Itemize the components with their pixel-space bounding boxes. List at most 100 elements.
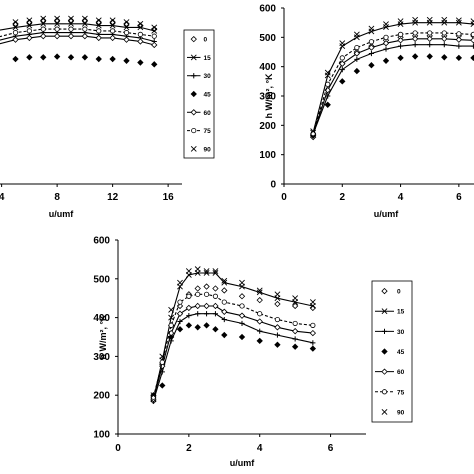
- data-point-30: [383, 46, 389, 52]
- plot-area: [309, 16, 474, 141]
- data-point-15: [81, 20, 88, 27]
- y-tick-label: 300: [259, 92, 276, 103]
- data-point-30: [221, 316, 227, 323]
- data-point-90: [26, 17, 33, 24]
- data-point-90: [397, 18, 404, 25]
- data-point-75: [186, 293, 192, 299]
- data-point-75: [368, 39, 375, 45]
- data-point-15: [40, 20, 47, 27]
- x-tick-label: 2: [186, 443, 192, 454]
- data-point-30: [368, 50, 375, 57]
- legend-entry-90: 90: [381, 409, 405, 416]
- y-tick-label: 400: [93, 313, 110, 324]
- legend-entry-0: 0: [190, 35, 208, 44]
- data-point-0: [274, 300, 281, 308]
- data-point-45: [426, 53, 433, 60]
- data-point-0: [81, 17, 89, 24]
- data-point-75: [257, 311, 263, 317]
- legend-label: 90: [397, 409, 405, 416]
- data-point-60: [411, 35, 419, 42]
- data-point-75: [168, 322, 174, 328]
- data-point-60: [221, 308, 228, 315]
- series-15: [150, 270, 316, 402]
- data-point-75: [239, 303, 245, 309]
- data-point-45: [411, 53, 419, 60]
- legend-marker: [381, 287, 388, 295]
- data-point-45: [109, 55, 116, 63]
- data-point-15: [123, 24, 130, 31]
- data-point-45: [159, 382, 166, 389]
- data-point-0: [26, 18, 33, 26]
- data-point-60: [382, 40, 390, 47]
- data-point-60: [397, 37, 404, 44]
- legend-entry-15: 15: [375, 308, 405, 316]
- y-axis-label: h W/m², °K: [264, 73, 274, 119]
- data-point-90: [109, 17, 116, 24]
- legend-label: 30: [397, 329, 405, 336]
- data-point-75: [354, 44, 360, 51]
- legend-entry-75: 75: [187, 127, 211, 135]
- data-point-30: [412, 42, 418, 48]
- data-point-45: [212, 326, 219, 333]
- data-point-75: [40, 26, 46, 32]
- data-point-60: [339, 60, 346, 67]
- data-point-0: [203, 283, 210, 290]
- series-90: [150, 266, 316, 399]
- series-60: [0, 32, 158, 49]
- data-point-0: [95, 18, 102, 26]
- data-point-90: [194, 266, 201, 273]
- data-point-60: [203, 302, 210, 310]
- data-point-90: [95, 17, 102, 24]
- series-75: [0, 26, 157, 39]
- data-point-30: [239, 320, 245, 327]
- data-point-15: [26, 22, 33, 29]
- legend-marker: [381, 409, 388, 415]
- data-point-90: [310, 128, 317, 135]
- y-axis-label: h W/m², °K: [98, 314, 108, 360]
- data-point-75: [427, 30, 433, 36]
- legend-entry-15: 15: [187, 54, 211, 62]
- data-point-45: [256, 337, 263, 345]
- data-point-60: [137, 38, 144, 45]
- data-point-75: [221, 299, 227, 305]
- data-point-90: [203, 268, 210, 274]
- data-point-60: [212, 302, 219, 310]
- data-point-75: [177, 299, 183, 305]
- data-point-45: [353, 67, 361, 75]
- data-point-90: [168, 306, 175, 313]
- data-point-90: [40, 15, 47, 22]
- data-point-60: [368, 44, 375, 51]
- data-point-0: [12, 20, 19, 28]
- data-point-90: [292, 295, 299, 302]
- data-point-45: [238, 333, 246, 341]
- data-point-90: [54, 15, 61, 22]
- legend-label: 0: [397, 289, 401, 296]
- legend-marker: [190, 109, 197, 116]
- legend-marker: [381, 328, 388, 334]
- plot-area: [150, 266, 317, 405]
- data-point-0: [109, 18, 116, 26]
- series-60: [309, 35, 474, 138]
- data-point-90: [221, 277, 228, 284]
- data-point-75: [123, 30, 130, 36]
- data-point-45: [291, 343, 299, 350]
- data-point-0: [221, 287, 228, 294]
- data-point-60: [194, 302, 201, 310]
- data-point-90: [412, 16, 419, 23]
- data-point-45: [324, 101, 331, 108]
- data-point-90: [470, 18, 474, 25]
- data-point-90: [339, 40, 346, 47]
- legend-marker: [381, 389, 388, 395]
- legend-label: 75: [397, 389, 405, 396]
- y-tick-label: 600: [93, 236, 110, 247]
- data-point-45: [309, 345, 317, 352]
- series-90: [12, 15, 158, 31]
- data-point-75: [470, 31, 474, 37]
- data-point-45: [470, 54, 474, 62]
- data-point-60: [353, 50, 361, 57]
- data-point-45: [441, 54, 448, 61]
- y-tick-label: 500: [259, 33, 276, 44]
- data-point-90: [256, 287, 263, 294]
- data-point-0: [309, 304, 317, 312]
- data-point-30: [257, 328, 263, 334]
